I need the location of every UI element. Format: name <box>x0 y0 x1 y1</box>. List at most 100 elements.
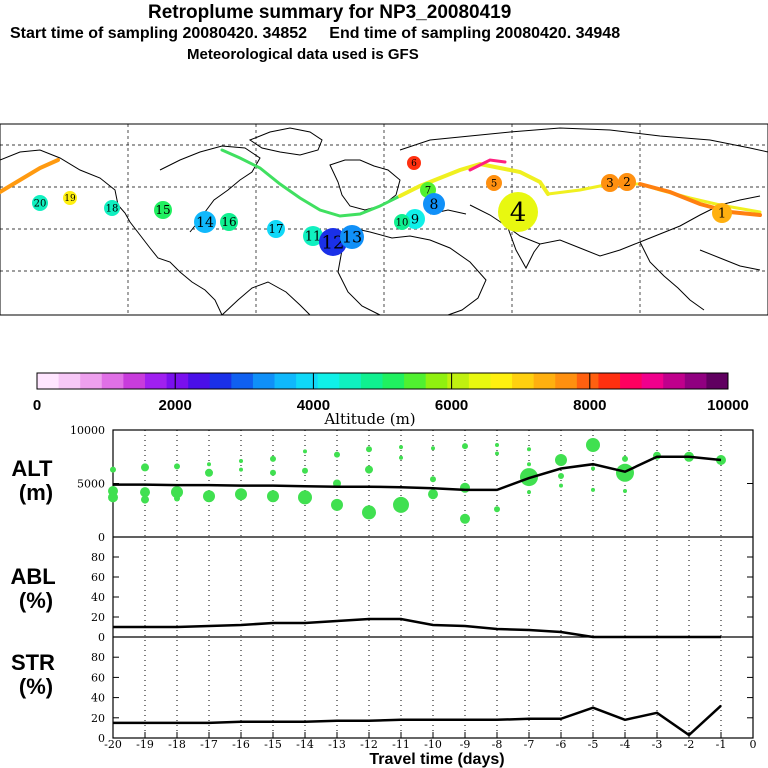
colorbar-cell <box>468 373 491 389</box>
colorbar-cell <box>317 373 340 389</box>
x-tick-label: -16 <box>232 738 250 751</box>
alt-cluster-dot <box>298 490 312 505</box>
alt-axis-label: ALT (m) <box>11 456 58 505</box>
colorbar-cell <box>684 373 707 389</box>
colorbar-cell <box>555 373 578 389</box>
colorbar-cell <box>576 373 599 389</box>
alt-cluster-dot <box>270 455 276 462</box>
colorbar-cell <box>360 373 383 389</box>
alt-cluster-dot <box>591 487 595 492</box>
cluster-marker-8 <box>423 193 445 215</box>
alt-cluster-dot <box>399 445 403 450</box>
alt-cluster-dot <box>399 455 403 460</box>
str-panel: 0 20 40 60 80 <box>91 651 753 745</box>
abl-axis-label: ABL (%) <box>11 564 62 613</box>
cluster-label-8: 8 <box>430 197 439 213</box>
colorbar-tick-label: 2000 <box>159 397 192 414</box>
cluster-marker-3 <box>601 174 619 192</box>
abl-ytick-label: 20 <box>91 611 105 624</box>
abl-label-line2: (%) <box>19 588 53 613</box>
alt-label-line2: (m) <box>19 480 53 505</box>
colorbar-cell <box>663 373 686 389</box>
str-label-line1: STR <box>11 650 55 675</box>
alt-ytick-label: 10000 <box>70 424 105 437</box>
abl-panel: 0 20 40 60 80 <box>91 551 753 644</box>
alt-cluster-dot <box>430 476 436 483</box>
cluster-label-6: 6 <box>411 159 417 169</box>
alt-cluster-dot <box>141 463 149 472</box>
alt-cluster-dot <box>495 451 499 456</box>
cluster-marker-2 <box>618 173 636 191</box>
colorbar-cell <box>144 373 167 389</box>
trajectory-path <box>638 182 762 217</box>
colorbar: 0 2000 4000 6000 8000 10000 Altitude (m) <box>33 372 749 428</box>
alt-cluster-dot <box>558 473 564 479</box>
alt-cluster-dot <box>366 446 372 453</box>
colorbar-cell <box>166 373 189 389</box>
alt-cluster-dot <box>462 443 468 450</box>
alt-median-line <box>113 455 722 492</box>
cluster-label-12: 12 <box>322 232 345 253</box>
cluster-marker-14 <box>194 211 216 233</box>
str-label-line2: (%) <box>19 674 53 699</box>
cluster-marker-9 <box>405 209 425 229</box>
x-tick-label: -10 <box>424 738 442 751</box>
alt-cluster-dot <box>302 467 308 474</box>
start-time-label: Start time of sampling 20080420. 34852 <box>10 25 308 42</box>
str-ytick-label: 60 <box>91 671 105 684</box>
cluster-label-15: 15 <box>155 203 170 217</box>
alt-ytick-label: 0 <box>98 531 105 544</box>
str-ytick-label: 20 <box>91 712 105 725</box>
alt-cluster-dot <box>527 462 531 467</box>
cluster-label-9: 9 <box>411 213 419 228</box>
colorbar-cell <box>404 373 427 389</box>
colorbar-cell <box>447 373 470 389</box>
alt-cluster-dot <box>460 482 470 493</box>
alt-cluster-dot <box>331 498 343 511</box>
str-series-line <box>113 704 722 737</box>
cluster-label-11: 11 <box>305 230 322 245</box>
alt-cluster-dot <box>140 487 150 498</box>
cluster-marker-6 <box>407 156 421 170</box>
colorbar-tick-label: 4000 <box>297 397 330 414</box>
alt-cluster-dot <box>207 462 211 467</box>
alt-cluster-dot <box>495 443 499 447</box>
x-tick-label: -7 <box>524 738 535 751</box>
trajectory-path <box>468 158 507 172</box>
cluster-marker-16 <box>220 213 238 231</box>
colorbar-cell <box>101 373 124 389</box>
colorbar-cell <box>382 373 405 389</box>
cluster-label-3: 3 <box>606 176 614 190</box>
alt-label-line1: ALT <box>11 456 53 481</box>
x-tick-label: -14 <box>296 738 314 751</box>
alt-cluster-dot <box>174 495 180 502</box>
colorbar-cell <box>188 373 211 389</box>
alt-cluster-dot <box>586 438 600 452</box>
colorbar-cell <box>490 373 513 389</box>
cluster-marker-10 <box>394 214 410 230</box>
colorbar-title: Altitude (m) <box>323 410 415 428</box>
abl-ytick-label: 40 <box>91 591 105 604</box>
x-tick-label: -5 <box>588 738 599 751</box>
alt-cluster-dot <box>559 483 563 488</box>
alt-cluster-dot <box>622 455 628 462</box>
alt-cluster-dot <box>171 486 183 499</box>
cluster-label-19: 19 <box>64 194 76 204</box>
alt-cluster-dot <box>555 454 567 466</box>
x-tick-label: -6 <box>556 738 567 751</box>
cluster-label-16: 16 <box>221 215 236 229</box>
colorbar-cells <box>37 373 729 389</box>
x-tick-label: -3 <box>652 738 663 751</box>
cluster-marker-17 <box>267 220 285 238</box>
cluster-marker-15 <box>154 201 172 219</box>
x-tick-label: -2 <box>684 738 695 751</box>
colorbar-cell <box>512 373 535 389</box>
alt-cluster-dot <box>527 447 531 452</box>
alt-cluster-dot <box>108 492 118 503</box>
abl-ytick-label: 0 <box>98 631 105 644</box>
alt-cluster-dot <box>205 468 213 477</box>
plot-title: Retroplume summary for NP3_20080419 <box>148 2 512 23</box>
cluster-label-18: 18 <box>106 204 119 215</box>
alt-cluster-dot <box>267 490 279 503</box>
